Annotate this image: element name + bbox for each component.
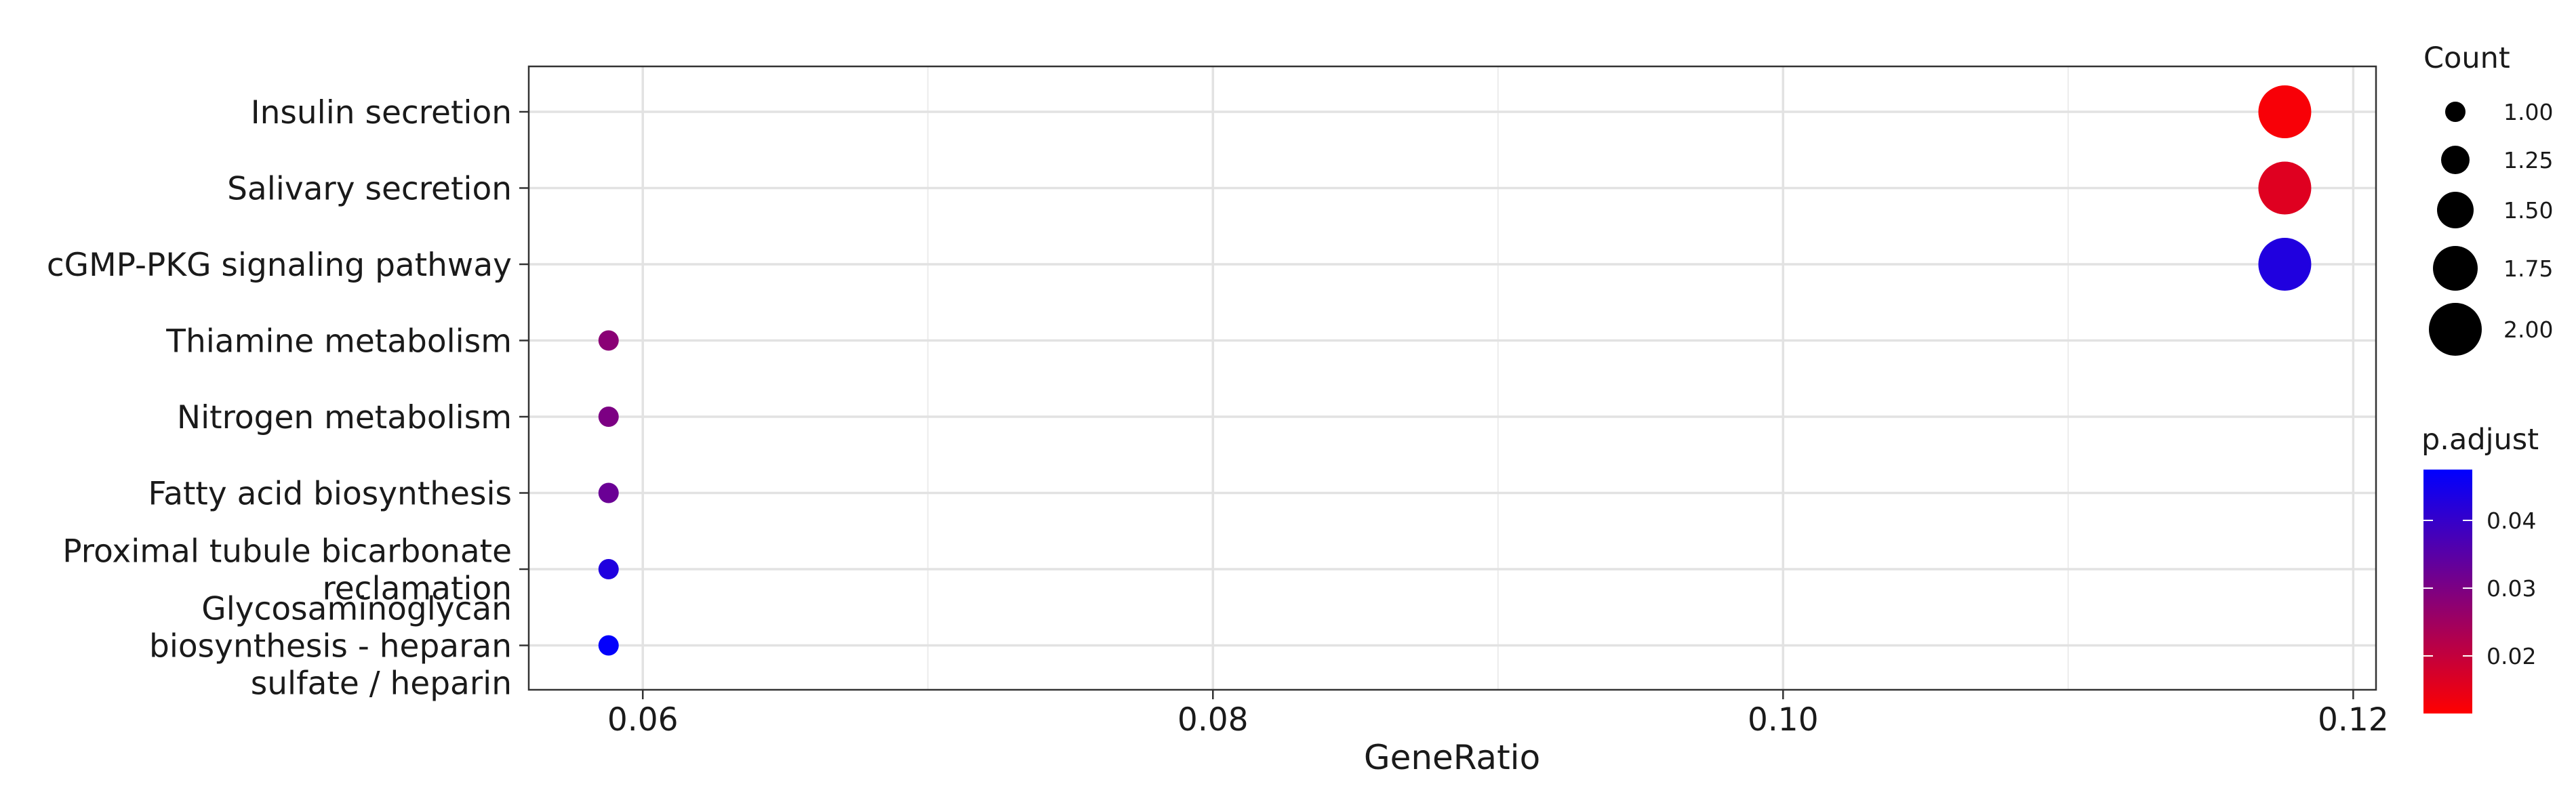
x-axis-title: GeneRatio <box>1364 738 1540 777</box>
p-adjust-colorbar-ticks: 0.02 0.03 0.04 <box>2423 508 2536 669</box>
count-legend-dot <box>2445 102 2466 122</box>
data-point <box>598 407 619 427</box>
y-category-label: Fatty acid biosynthesis <box>148 476 512 513</box>
y-category-label: Insulin secretion <box>251 94 512 131</box>
colorbar-tick-label: 0.02 <box>2487 643 2536 669</box>
count-legend-dot <box>2429 303 2482 356</box>
grid-lines <box>529 66 2376 690</box>
x-axis-ticks: 0.06 0.08 0.10 0.12 <box>607 690 2389 739</box>
x-tick-label: 0.10 <box>1748 701 1819 739</box>
x-tick-label: 0.06 <box>607 701 679 739</box>
data-point <box>598 559 619 579</box>
x-tick-label: 0.12 <box>2318 701 2389 739</box>
count-legend-title: Count <box>2423 41 2510 75</box>
count-legend: 1.00 1.25 1.50 1.75 2.00 <box>2429 99 2553 356</box>
y-axis-categories: Insulin secretion Salivary secretion cGMP-… <box>47 94 529 703</box>
y-category-label: Salivary secretion <box>227 171 512 208</box>
x-tick-label: 0.08 <box>1178 701 1249 739</box>
p-adjust-legend-title: p.adjust <box>2421 423 2539 457</box>
data-point <box>598 482 619 503</box>
y-category-label: Proximal tubule bicarbonate reclamation <box>62 533 512 608</box>
data-point <box>2258 161 2312 215</box>
count-legend-dot <box>2437 192 2474 228</box>
data-point <box>598 635 619 656</box>
colorbar-tick-label: 0.04 <box>2487 508 2536 534</box>
data-point <box>598 330 619 351</box>
y-category-label: Thiamine metabolism <box>165 323 512 360</box>
data-points <box>598 85 2312 656</box>
plot-panel <box>527 65 2377 691</box>
data-point <box>2258 85 2312 138</box>
colorbar-tick-label: 0.03 <box>2487 575 2536 602</box>
count-legend-label: 1.25 <box>2503 147 2553 173</box>
count-legend-label: 1.50 <box>2503 197 2553 224</box>
count-legend-label: 1.00 <box>2503 99 2553 125</box>
data-point <box>2258 238 2312 291</box>
y-category-label: Glycosaminoglycan biosynthesis - heparan s… <box>149 591 512 703</box>
p-adjust-colorbar <box>2423 470 2472 713</box>
count-legend-dot <box>2441 146 2470 174</box>
y-category-label: Nitrogen metabolism <box>177 399 512 436</box>
count-legend-label: 2.00 <box>2503 316 2553 343</box>
y-category-label: cGMP-PKG signaling pathway <box>47 247 512 284</box>
count-legend-label: 1.75 <box>2503 255 2553 282</box>
count-legend-dot <box>2433 246 2478 291</box>
